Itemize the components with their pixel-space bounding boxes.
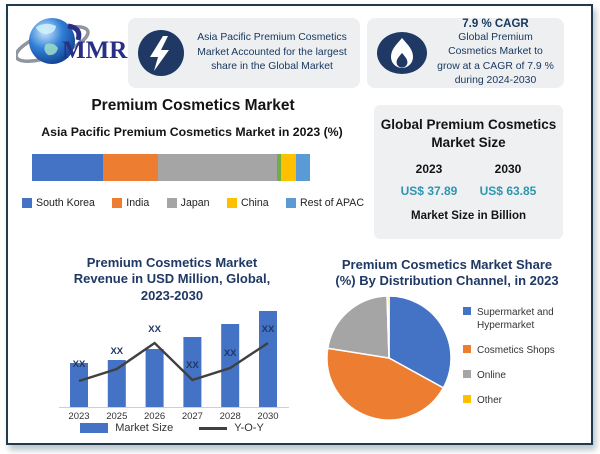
revenue-chart-section: Premium Cosmetics Market Revenue in USD … [22,255,322,434]
legend-swatch-supermarket-and-hypermarket [463,306,471,315]
legend-label: India [126,197,150,209]
revenue-bar-2026 [145,349,164,408]
legend-marker-y-o-y [199,426,228,430]
yoy-line [78,341,269,383]
market-size-footnote: Market Size in Billion [410,210,527,223]
stacked-segment-china [280,154,297,181]
market-size-title: Global Premium Cosmetics Market Size [380,117,557,150]
legend-item-market-size: Market Size [80,422,173,434]
stacked-chart-title: Asia Pacific Premium Cosmetics Market in… [41,125,343,139]
legend-swatch-rest-of-apac [286,198,297,208]
legend-swatch-india [112,198,123,208]
revenue-chart-plot: XX XX XX XX XX XX 2023 2025 2026 2027 2028 2030 [59,311,289,421]
apac-stacked-legend: South Korea India Japan China Rest of APAC [22,197,364,209]
legend-item-india: India [112,197,149,209]
legend-swatch-china [226,198,237,208]
revenue-chart-legend: Market Size Y-O-Y [22,422,322,434]
market-size-year-2023: 2023 [415,162,443,177]
legend-label: Other [477,394,503,406]
market-size-value-2023: US$ 37.89 [400,184,458,199]
legend-item-japan: Japan [166,197,210,209]
flame-icon [376,31,428,75]
bar-value-label: XX [262,324,275,335]
stacked-segment-rest-of-apac [296,154,311,181]
x-axis-tick-2028: 2028 [220,411,241,421]
legend-swatch-online [463,369,471,378]
legend-label: Y-O-Y [234,422,264,435]
revenue-bar-2027 [183,337,202,408]
legend-marker-market-size [80,423,109,434]
stacked-segment-japan [158,154,277,181]
x-axis-tick-2025: 2025 [106,411,127,421]
stacked-segment-india [102,154,159,181]
bar-value-label: XX [110,346,123,357]
distribution-pie-section: Premium Cosmetics Market Share (%) By Di… [320,257,574,423]
distribution-pie-plot [326,294,452,421]
legend-label: Rest of APAC [300,197,364,209]
revenue-chart-title: Premium Cosmetics Market Revenue in USD … [73,255,271,303]
legend-item-china: China [226,197,269,209]
legend-label: Online [477,369,506,381]
legend-label: Cosmetics Shops [477,344,555,356]
market-size-table: 2023 2030 US$ 37.89 US$ 63.85 [390,162,548,198]
legend-item-online: Online [463,369,563,382]
legend-label: Supermarket and Hypermarket [477,306,554,331]
pie-slice-other [386,294,390,358]
bar-value-label: XX [73,359,86,370]
pie-slice-supermarket-and-hypermarket [388,294,452,389]
border-frame: MMR Asia Pacific Premium Cosmetics Marke… [6,4,593,445]
globe-logo-graphic: MMR [14,18,128,64]
legend-swatch-other [463,394,471,403]
brand-logo: MMR [14,12,132,76]
highlight-card-apac: Asia Pacific Premium Cosmetics Market Ac… [128,18,360,88]
legend-swatch-japan [166,198,177,208]
x-axis-tick-2023: 2023 [68,411,89,421]
pie-slice-cosmetics-shops [326,347,445,421]
highlight-card-apac-text: Asia Pacific Premium Cosmetics Market Ac… [197,32,347,73]
distribution-pie-title: Premium Cosmetics Market Share (%) By Di… [335,257,559,289]
stacked-segment-minor [276,154,281,181]
legend-item-south-korea: South Korea [22,197,95,209]
bar-value-label: XX [224,348,237,359]
bar-value-label: XX [186,360,199,371]
revenue-bar-2023 [70,363,88,408]
stacked-segment-south-korea [32,154,103,181]
legend-label: South Korea [36,197,95,209]
market-size-value-2030: US$ 63.85 [479,184,537,199]
revenue-bar-2028 [221,324,240,408]
apac-stacked-bar [32,154,311,181]
x-axis-tick-2027: 2027 [182,411,203,421]
legend-item-y-o-y: Y-O-Y [199,422,264,434]
legend-item-supermarket-and-hypermarket: Supermarket and Hypermarket [463,306,563,332]
highlight-card-cagr-body: 7.9 % CAGR Global Premium Cosmetics Mark… [436,18,555,88]
x-axis-tick-2026: 2026 [144,411,165,421]
lightning-icon [137,29,185,77]
pie-slice-online [326,295,390,359]
legend-item-other: Other [463,394,563,407]
x-axis-tick-2030: 2030 [257,411,278,421]
legend-item-rest-of-apac: Rest of APAC [286,197,364,209]
revenue-bar-2025 [107,360,126,408]
legend-label: Market Size [115,422,174,435]
legend-label: China [240,197,269,209]
highlight-card-cagr: 7.9 % CAGR Global Premium Cosmetics Mark… [367,18,564,88]
legend-item-cosmetics-shops: Cosmetics Shops [463,344,563,357]
legend-label: Japan [180,197,210,209]
market-size-card: Global Premium Cosmetics Market Size 202… [374,105,563,239]
brand-logo-text: MMR [62,37,128,64]
legend-swatch-cosmetics-shops [463,344,471,353]
distribution-pie-row: Supermarket and Hypermarket Cosmetics Sho… [320,293,574,423]
bar-value-label: XX [148,324,161,335]
cagr-text: Global Premium Cosmetics Market to grow … [437,31,554,86]
cagr-headline: 7.9 % CAGR [462,17,529,30]
distribution-pie-legend: Supermarket and Hypermarket Cosmetics Sho… [463,306,563,423]
section-title: Premium Cosmetics Market [91,97,295,114]
legend-swatch-south-korea [22,198,32,208]
revenue-bar-2030 [259,311,277,408]
market-size-year-2030: 2030 [494,162,522,177]
